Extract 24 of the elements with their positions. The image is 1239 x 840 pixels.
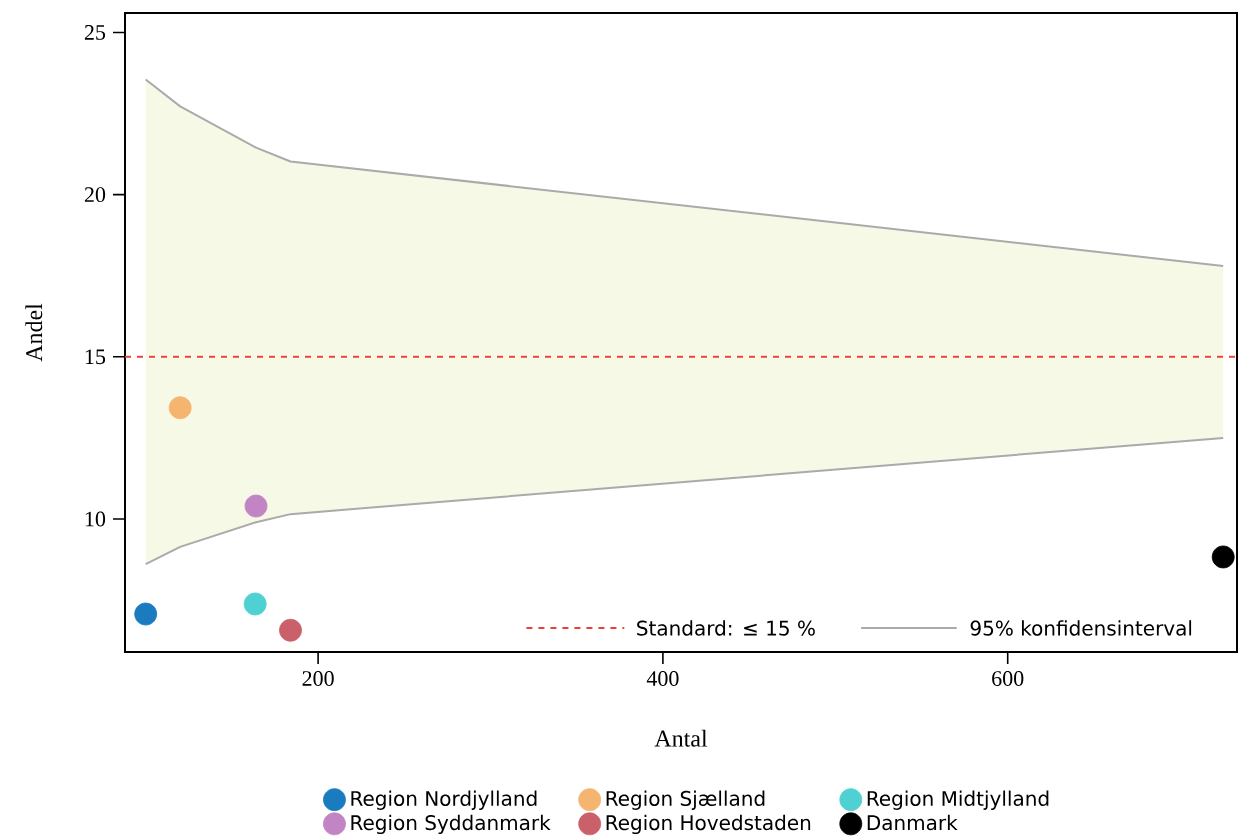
line-series — [144, 436, 1225, 566]
y-tick-label: 15 — [85, 349, 106, 365]
x-axis-title: Antal — [654, 729, 708, 747]
legend-label: Region Hovedstaden — [606, 814, 811, 835]
y-tick-label: 20 — [84, 187, 106, 203]
legend-label: Standard: ≤ 15 % — [637, 620, 815, 636]
x-tick-label: 400 — [646, 671, 679, 686]
y-axis-title: Andel — [25, 303, 43, 362]
point — [279, 618, 302, 642]
point — [244, 494, 268, 518]
legend-label: Danmark — [867, 814, 958, 831]
y-tick-label: 25 — [84, 25, 106, 40]
x-tick-label: 600 — [992, 671, 1024, 686]
point — [243, 592, 267, 616]
legend-label: Region Midtjylland — [867, 790, 1049, 810]
legend-label: 95% konfidensinterval — [970, 620, 1192, 636]
y-tick-label: 10 — [85, 511, 106, 527]
legend-label: Region Nordjylland — [351, 790, 537, 810]
point — [168, 396, 192, 420]
line-series — [144, 78, 1225, 267]
legend-label: Region Syddanmark — [351, 814, 551, 835]
x-tick-label: 200 — [302, 671, 334, 686]
point — [134, 602, 158, 626]
legend-label: Region Sjælland — [606, 790, 765, 810]
